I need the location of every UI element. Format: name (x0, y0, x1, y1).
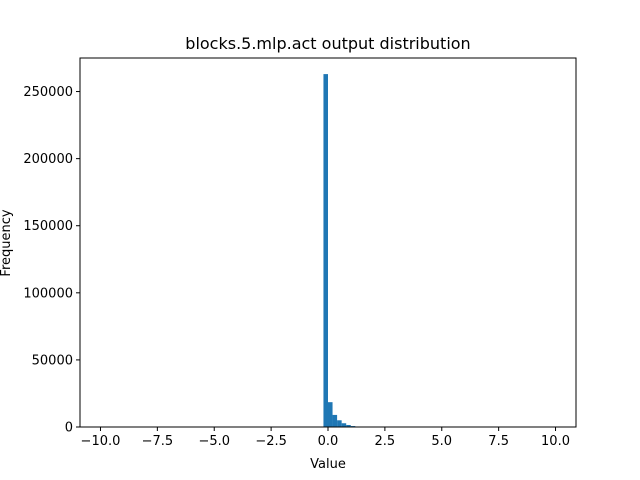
histogram-bar (328, 402, 333, 427)
x-tick-label: 0.0 (318, 434, 339, 449)
y-axis: 0 50000 100000 150000 200000 250000 (23, 85, 80, 436)
x-tick-label: −5.0 (198, 434, 230, 449)
x-tick-label: 10.0 (541, 434, 570, 449)
histogram-bar (337, 420, 342, 427)
y-tick-label: 250000 (23, 85, 73, 100)
x-tick-label: 2.5 (375, 434, 396, 449)
histogram-bar (332, 414, 338, 427)
x-tick-label: −2.5 (255, 434, 287, 449)
histogram-bar (323, 74, 328, 428)
histogram-bar (341, 423, 347, 427)
x-tick-label: 5.0 (431, 434, 452, 449)
x-axis-label: Value (310, 457, 346, 472)
histogram-bar (346, 424, 351, 427)
x-axis: −10.0 −7.5 −5.0 −2.5 0.0 2.5 5.0 7.5 10.0 (81, 427, 570, 449)
y-tick-label: 200000 (23, 152, 73, 167)
x-tick-label: −7.5 (142, 434, 174, 449)
x-tick-label: −10.0 (81, 434, 121, 449)
y-axis-label: Frequency (0, 209, 14, 276)
y-tick-label: 150000 (23, 219, 73, 234)
chart-title: blocks.5.mlp.act output distribution (185, 34, 470, 53)
y-tick-label: 0 (65, 421, 73, 436)
y-tick-label: 100000 (23, 286, 73, 301)
x-tick-label: 7.5 (488, 434, 509, 449)
plot-frame (79, 57, 577, 428)
y-tick-label: 50000 (32, 353, 73, 368)
